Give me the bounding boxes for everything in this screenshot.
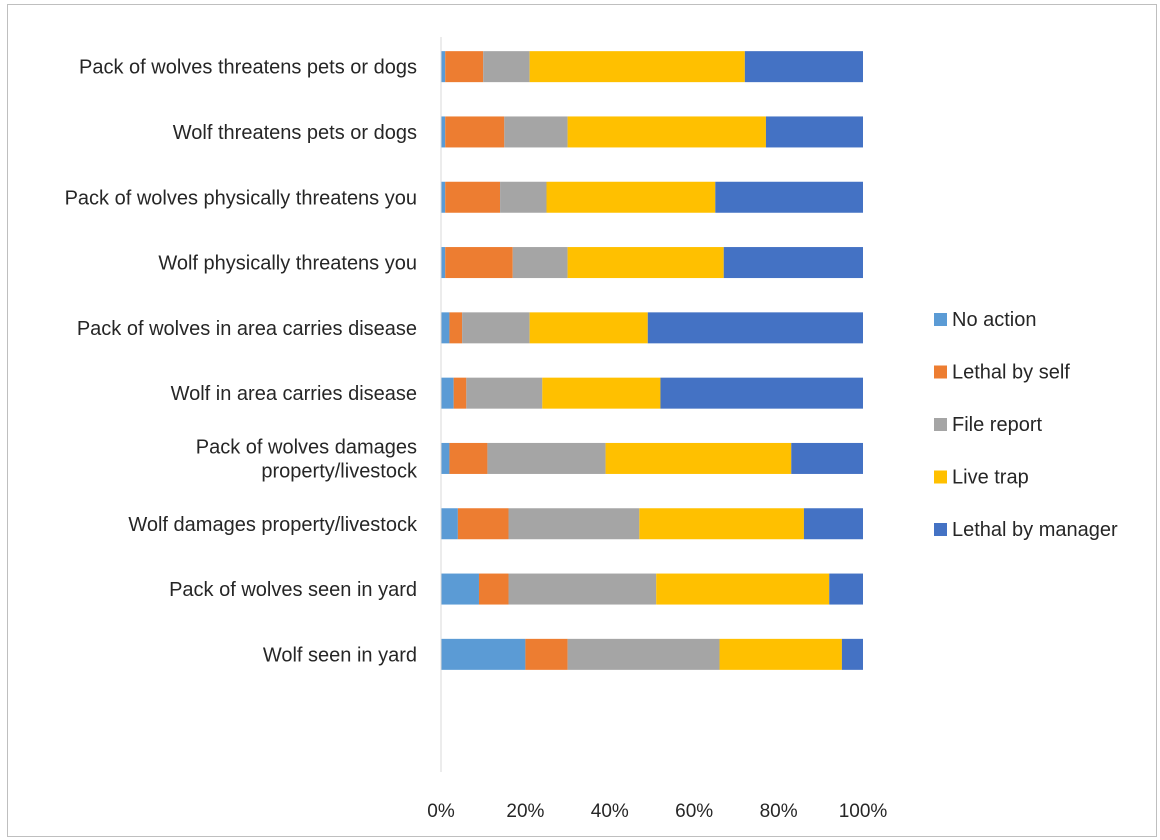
x-tick-label: 60% bbox=[675, 801, 713, 822]
bar-segment bbox=[567, 116, 766, 148]
legend-label: Lethal by self bbox=[952, 362, 1070, 384]
bar-segment bbox=[605, 442, 792, 474]
bar-segment bbox=[445, 181, 501, 213]
category-label: Pack of wolves physically threatens you bbox=[65, 187, 417, 209]
bar-segment bbox=[529, 312, 648, 344]
x-axis-ticks: 0% 20% 40% 60% 80% 100% bbox=[427, 37, 887, 822]
category-label: Pack of wolves seen in yard bbox=[169, 579, 417, 601]
bar-segment bbox=[445, 247, 513, 279]
bar-segment bbox=[441, 312, 450, 344]
legend-swatch bbox=[934, 365, 947, 379]
category-label: Wolf threatens pets or dogs bbox=[173, 122, 417, 144]
bar-segment bbox=[441, 247, 446, 279]
legend-label: Lethal by manager bbox=[952, 519, 1118, 541]
bar-segment bbox=[441, 116, 446, 148]
bar-segment bbox=[487, 442, 606, 474]
bar-segment bbox=[441, 638, 526, 670]
category-label: Wolf seen in yard bbox=[263, 644, 417, 666]
bar-segment bbox=[445, 51, 484, 83]
category-labels: Pack of wolves threatens pets or dogs Wol… bbox=[65, 57, 418, 667]
legend-label: File report bbox=[952, 414, 1042, 436]
category-label: Wolf physically threatens you bbox=[158, 253, 417, 275]
bar-segment bbox=[449, 312, 463, 344]
legend-swatch bbox=[934, 523, 947, 536]
legend: No action Lethal by self File report Live t… bbox=[934, 309, 1118, 541]
bar-segment bbox=[441, 377, 454, 409]
bar-segment bbox=[719, 638, 842, 670]
category-label: Wolf damages property/livestock bbox=[128, 514, 418, 536]
bar-segment bbox=[466, 377, 543, 409]
bar-segment bbox=[512, 247, 568, 279]
bar-segment bbox=[525, 638, 568, 670]
bars-group bbox=[441, 51, 863, 670]
bar-segment bbox=[449, 442, 488, 474]
bar-segment bbox=[529, 51, 745, 83]
legend-swatch bbox=[934, 470, 947, 484]
bar-segment bbox=[441, 181, 446, 213]
bar-segment bbox=[765, 116, 863, 148]
bar-segment bbox=[508, 508, 640, 540]
legend-swatch bbox=[934, 418, 947, 431]
category-label: Wolf in area carries disease bbox=[171, 383, 417, 405]
bar-segment bbox=[639, 508, 804, 540]
bar-segment bbox=[453, 377, 467, 409]
bar-segment bbox=[656, 573, 830, 605]
bar-segment bbox=[567, 638, 720, 670]
bar-segment bbox=[478, 573, 509, 605]
bar-segment bbox=[829, 573, 863, 605]
x-tick-label: 100% bbox=[839, 801, 888, 822]
bar-segment bbox=[441, 442, 450, 474]
category-label: Pack of wolves threatens pets or dogs bbox=[79, 57, 417, 79]
x-tick-label: 0% bbox=[427, 801, 455, 822]
bar-segment bbox=[441, 508, 458, 540]
x-tick-label: 40% bbox=[591, 801, 629, 822]
bar-segment bbox=[441, 573, 479, 605]
x-tick-label: 80% bbox=[760, 801, 798, 822]
bar-segment bbox=[457, 508, 509, 540]
legend-label: No action bbox=[952, 309, 1037, 331]
bar-segment bbox=[841, 638, 863, 670]
bar-segment bbox=[744, 51, 863, 83]
bar-segment bbox=[723, 247, 863, 279]
bar-segment bbox=[504, 116, 568, 148]
x-tick-label: 20% bbox=[506, 801, 544, 822]
category-label: Pack of wolves in area carries disease bbox=[77, 318, 417, 340]
bar-segment bbox=[803, 508, 863, 540]
legend-label: Live trap bbox=[952, 467, 1029, 489]
bar-segment bbox=[445, 116, 505, 148]
bar-segment bbox=[542, 377, 661, 409]
bar-segment bbox=[567, 247, 724, 279]
bar-segment bbox=[715, 181, 863, 213]
legend-swatch bbox=[934, 313, 947, 326]
bar-segment bbox=[483, 51, 530, 83]
bar-segment bbox=[441, 51, 446, 83]
bar-segment bbox=[647, 312, 863, 344]
bar-segment bbox=[508, 573, 657, 605]
bar-segment bbox=[546, 181, 716, 213]
category-label: Pack of wolves damages property/livestock bbox=[196, 436, 418, 482]
bar-segment bbox=[791, 442, 863, 474]
bar-segment bbox=[462, 312, 530, 344]
bar-segment bbox=[500, 181, 547, 213]
bar-segment bbox=[660, 377, 863, 409]
